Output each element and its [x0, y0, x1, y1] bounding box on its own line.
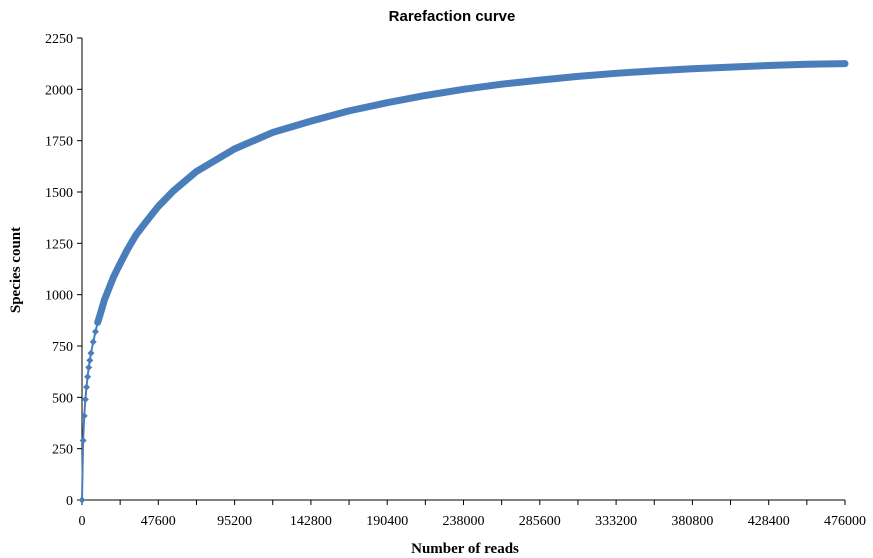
data-point [460, 85, 467, 93]
x-tick-label: 142800 [290, 514, 332, 529]
data-point [100, 296, 108, 304]
data-point [841, 60, 849, 68]
y-axis-title: Species count [8, 227, 24, 313]
x-tick-label: 95200 [217, 514, 252, 529]
data-point [109, 273, 117, 281]
data-point [132, 231, 140, 239]
chart-title: Rarefaction curve [389, 8, 516, 25]
data-point [123, 247, 131, 255]
data-point [89, 338, 97, 346]
axes [81, 38, 845, 501]
y-tick-label: 1000 [45, 289, 73, 304]
data-point [84, 373, 92, 381]
y-tick-label: 1750 [45, 135, 73, 150]
series-group [78, 60, 849, 504]
data-point [383, 99, 391, 107]
series-line [81, 62, 846, 501]
x-axis-title: Number of reads [411, 541, 519, 557]
data-point [96, 311, 104, 319]
data-point [498, 80, 506, 88]
data-point [81, 395, 89, 403]
data-point [574, 72, 582, 80]
data-point [87, 349, 95, 357]
x-tick-label: 285600 [519, 514, 561, 529]
x-tick-label: 380800 [671, 514, 713, 529]
y-tick-label: 0 [66, 494, 73, 509]
y-tick-label: 2000 [45, 83, 73, 98]
data-point [803, 60, 811, 68]
y-tick-label: 2250 [45, 32, 73, 47]
y-tick-label: 500 [52, 391, 73, 406]
data-point [78, 496, 86, 504]
data-point [94, 318, 102, 326]
data-point [727, 63, 735, 71]
x-tick-label: 190400 [366, 514, 408, 529]
y-tick-label: 750 [52, 340, 73, 355]
x-tick-label: 333200 [595, 514, 637, 529]
data-point [192, 167, 200, 175]
data-point [79, 436, 87, 444]
data-point [105, 285, 113, 293]
ticks: 0 250 500 750 1000 1250 1500 1750 2000 2250 0 47600… [45, 32, 866, 529]
data-point [114, 264, 122, 272]
data-point [612, 69, 620, 77]
data-point [688, 65, 696, 73]
x-tick-label: 47600 [141, 514, 176, 529]
data-point [650, 67, 658, 75]
data-point [765, 62, 773, 70]
data-point [91, 328, 99, 336]
series-dense-markers [94, 60, 849, 326]
x-tick-label: 0 [79, 514, 86, 529]
data-point [269, 128, 277, 136]
data-point [142, 218, 150, 226]
data-point [536, 76, 544, 84]
data-point [345, 107, 353, 115]
data-point [231, 145, 239, 153]
data-point [421, 91, 429, 99]
data-point [169, 187, 177, 195]
y-tick-label: 1250 [45, 237, 73, 252]
data-point [85, 364, 93, 372]
data-point [86, 356, 94, 364]
data-point [154, 202, 162, 210]
y-tick-label: 250 [52, 443, 73, 458]
data-point [80, 412, 88, 420]
x-tick-label: 476000 [824, 514, 866, 529]
x-tick-label: 238000 [443, 514, 485, 529]
data-point [82, 383, 90, 391]
data-point [307, 117, 315, 125]
y-tick-label: 1500 [45, 186, 73, 201]
x-tick-label: 428400 [748, 514, 790, 529]
